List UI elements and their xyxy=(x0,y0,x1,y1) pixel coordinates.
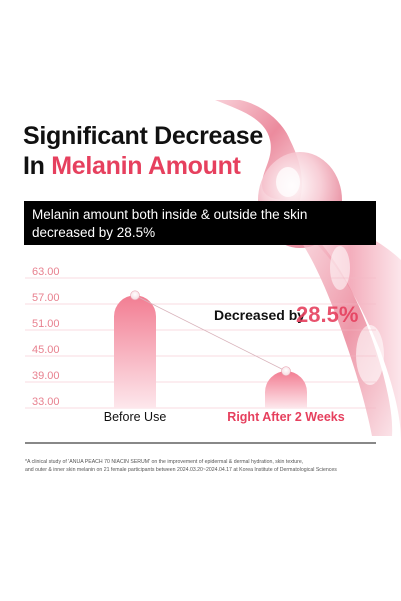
y-tick-label: 57.00 xyxy=(32,292,60,304)
y-tick-label: 45.00 xyxy=(32,344,60,356)
banner-line-2: decreased by 28.5% xyxy=(32,225,156,240)
summary-banner: Melanin amount both inside & outside the… xyxy=(24,201,376,245)
grid-lines xyxy=(25,277,376,409)
banner-line-1: Melanin amount both inside & outside the… xyxy=(32,207,308,222)
data-point-1 xyxy=(281,366,291,376)
y-tick-label: 33.00 xyxy=(32,396,60,408)
bar-1 xyxy=(265,371,307,408)
footnote-line-2: and outer & inner skin melanin on 21 fem… xyxy=(25,467,337,473)
title-line-2-prefix: In xyxy=(23,152,52,180)
y-axis-ticks: 63.00 57.00 51.00 45.00 39.00 33.00 xyxy=(32,266,60,408)
footnote-line-1: *A clinical study of 'ANUA PEACH 70 NIAC… xyxy=(25,459,304,465)
title-line-2: In Melanin Amount xyxy=(23,152,241,181)
y-tick-label: 51.00 xyxy=(32,318,60,330)
title-accent: Melanin Amount xyxy=(51,152,241,180)
y-tick-label: 63.00 xyxy=(32,266,60,278)
x-category-label: Right After 2 Weeks xyxy=(227,410,344,424)
connector-line xyxy=(134,294,287,372)
title-line-1: Significant Decrease xyxy=(23,122,263,150)
x-axis-labels: Before Use Right After 2 Weeks xyxy=(104,410,345,424)
connector xyxy=(130,290,291,376)
annotation-value: 28.5% xyxy=(296,302,358,327)
x-category-label: Before Use xyxy=(104,410,167,424)
y-tick-label: 39.00 xyxy=(32,370,60,382)
data-point-0 xyxy=(130,290,140,301)
bars xyxy=(114,295,307,408)
annotation-prefix: Decreased by xyxy=(214,307,305,323)
bar-0 xyxy=(114,295,156,408)
footnote: *A clinical study of 'ANUA PEACH 70 NIAC… xyxy=(25,458,385,474)
